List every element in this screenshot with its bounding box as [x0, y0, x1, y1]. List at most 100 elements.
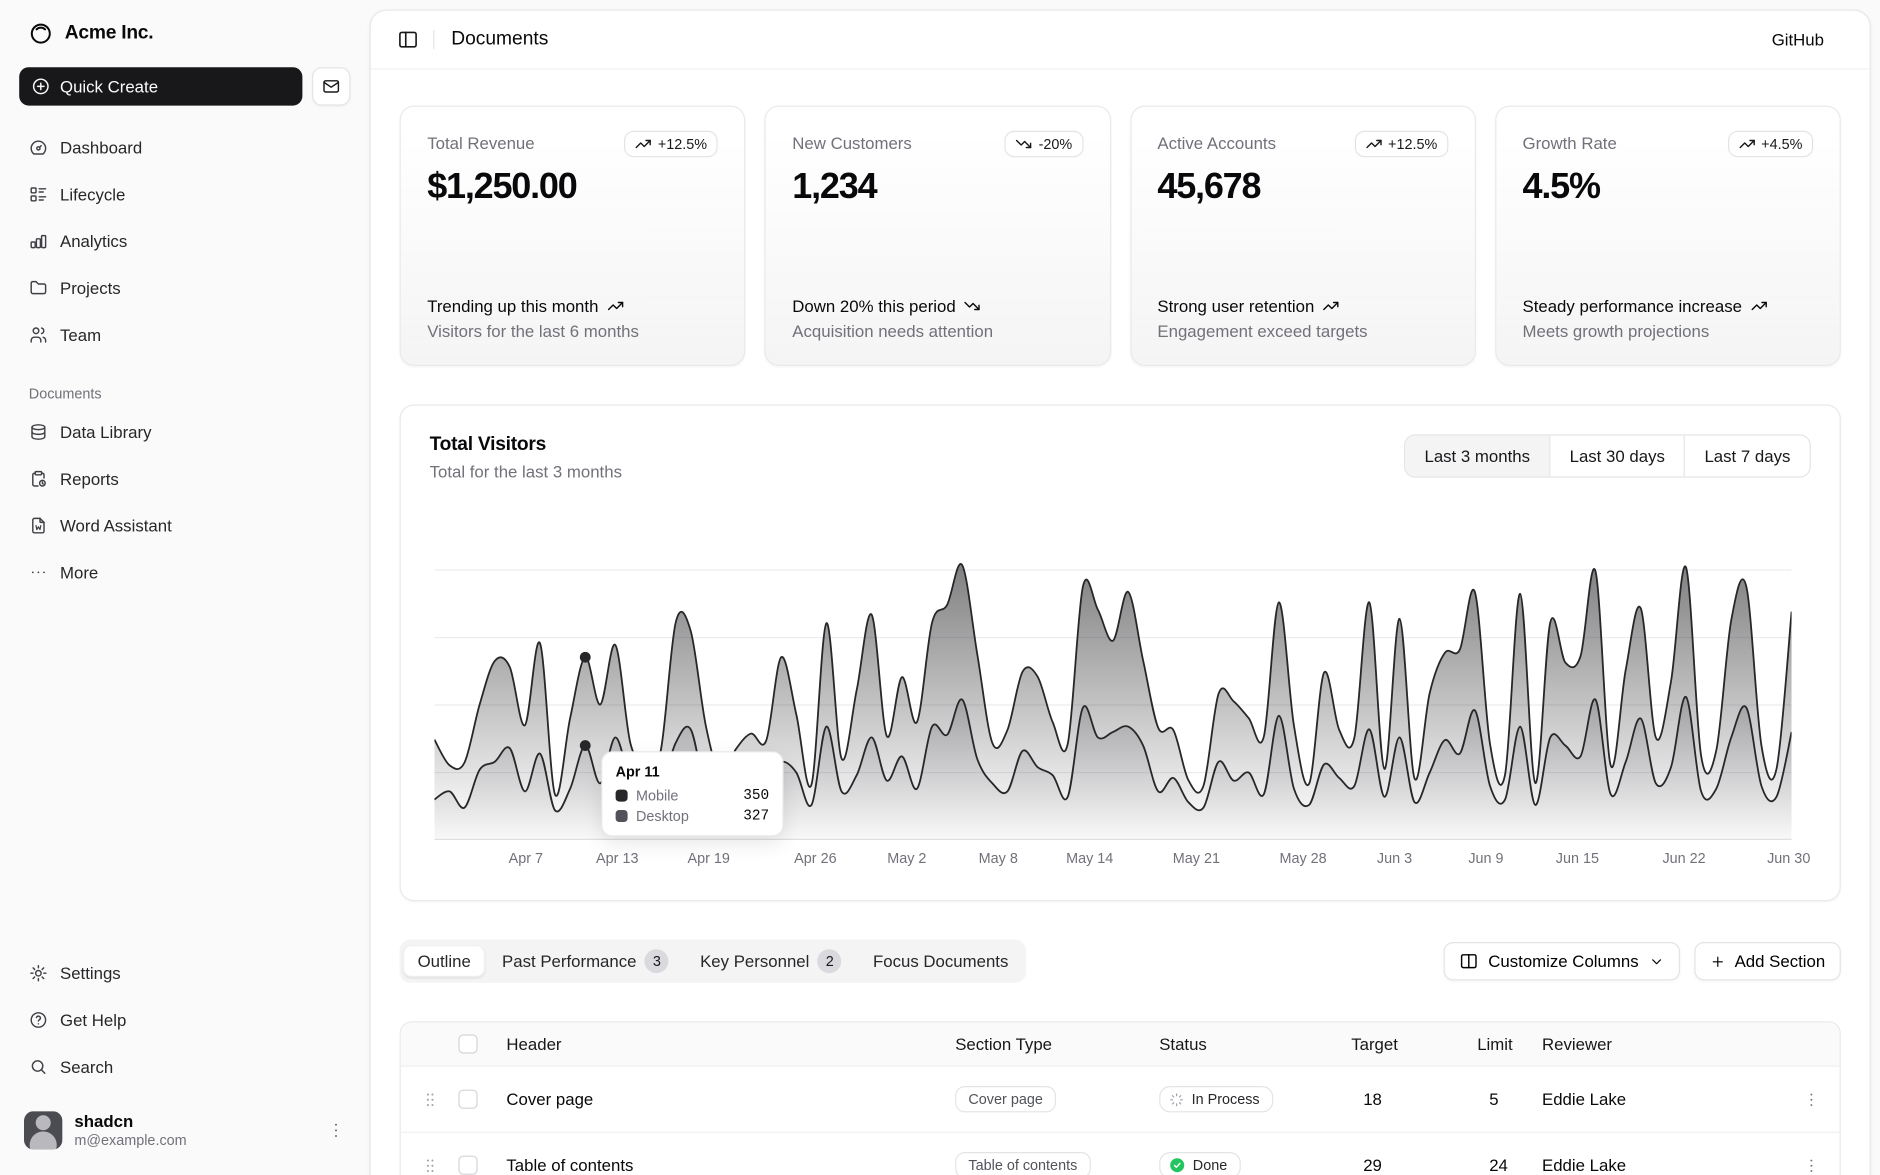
trending-down-icon: [1016, 136, 1033, 153]
sidebar-toggle-icon[interactable]: [397, 29, 419, 51]
tab-outline[interactable]: Outline: [403, 945, 486, 977]
database-icon: [29, 422, 48, 441]
tab-focus-documents[interactable]: Focus Documents: [872, 951, 1009, 971]
x-axis-tick: May 2: [887, 849, 927, 867]
table-row[interactable]: Table of contents Table of contents Done…: [400, 1131, 1840, 1175]
main-panel: Documents GitHub Total Revenue +12.5% $1…: [369, 9, 1871, 1175]
folder-icon: [29, 278, 48, 297]
x-axis-tick: Jun 3: [1376, 849, 1413, 867]
x-axis-tick: May 8: [978, 849, 1018, 867]
stat-card-total-revenue: Total Revenue +12.5% $1,250.00 Trending …: [399, 105, 746, 366]
users-icon: [29, 325, 48, 344]
drag-handle-icon[interactable]: [401, 1156, 459, 1174]
sidebar-item-team[interactable]: Team: [19, 314, 350, 354]
x-axis-tick: Jun 15: [1555, 849, 1600, 867]
list-details-icon: [29, 184, 48, 203]
trend-badge: +12.5%: [1354, 130, 1449, 158]
sidebar-nav-main: Dashboard Lifecycle Analytics Projects: [19, 127, 350, 354]
stat-value: 1,234: [792, 166, 877, 207]
trending-up-icon: [607, 298, 624, 315]
select-all-checkbox[interactable]: [458, 1034, 478, 1054]
range-option-7-days[interactable]: Last 7 days: [1684, 435, 1810, 477]
table-header-row: Header Section Type Status Target Limit …: [400, 1022, 1840, 1066]
sidebar-nav-documents: Data Library Reports Word Assistant More: [19, 412, 350, 592]
trending-up-icon: [1323, 298, 1340, 315]
inbox-button[interactable]: [312, 67, 351, 106]
range-toggle-group: Last 3 months Last 30 days Last 7 days: [1404, 434, 1811, 478]
sidebar-item-reports[interactable]: Reports: [19, 458, 350, 498]
sidebar-item-analytics[interactable]: Analytics: [19, 221, 350, 261]
row-menu-icon[interactable]: [1782, 1156, 1840, 1174]
quick-create-button[interactable]: Quick Create: [19, 67, 303, 106]
row-checkbox[interactable]: [458, 1155, 478, 1175]
drag-handle-icon[interactable]: [401, 1090, 459, 1108]
stat-card-new-customers: New Customers -20% 1,234 Down 20% this p…: [764, 105, 1111, 366]
status-badge: In Process: [1159, 1086, 1273, 1113]
area-chart[interactable]: Apr 7 Apr 13 Apr 19 Apr 26 May 2 May 8 May 14 M…: [434, 538, 1811, 872]
sidebar-section-label: Documents: [28, 385, 102, 403]
stat-card-growth-rate: Growth Rate +4.5% 4.5% Steady performanc…: [1494, 105, 1841, 366]
stat-value: 45,678: [1157, 166, 1261, 207]
stat-value: 4.5%: [1522, 166, 1601, 207]
tab-past-performance[interactable]: Past Performance 3: [488, 943, 684, 979]
sidebar-item-data-library[interactable]: Data Library: [19, 412, 350, 452]
ellipsis-icon: [29, 562, 48, 581]
tab-count-badge: 3: [644, 949, 669, 974]
range-option-3-months[interactable]: Last 3 months: [1405, 435, 1550, 477]
desktop-series-swatch: [615, 810, 628, 823]
trending-up-icon: [635, 136, 652, 153]
brand[interactable]: Acme Inc.: [19, 10, 350, 58]
brand-name: Acme Inc.: [64, 22, 154, 44]
x-axis-tick: Jun 30: [1767, 849, 1811, 867]
sidebar-item-more[interactable]: More: [19, 552, 350, 592]
file-word-icon: [29, 515, 48, 534]
sidebar-item-settings[interactable]: Settings: [19, 953, 350, 993]
customize-columns-button[interactable]: Customize Columns: [1443, 942, 1680, 981]
tab-key-personnel[interactable]: Key Personnel 2: [686, 943, 856, 979]
sidebar-item-get-help[interactable]: Get Help: [19, 1000, 350, 1040]
search-icon: [29, 1057, 48, 1076]
chart-title: Total Visitors: [429, 434, 547, 455]
target-value[interactable]: 18: [1363, 1089, 1382, 1109]
section-tabs: Outline Past Performance 3 Key Personnel 2…: [399, 939, 1027, 983]
limit-value[interactable]: 24: [1489, 1155, 1508, 1175]
row-header[interactable]: Table of contents: [506, 1155, 634, 1175]
sidebar-item-dashboard[interactable]: Dashboard: [19, 127, 350, 167]
user-name: shadcn: [74, 1110, 134, 1130]
columns-icon: [1459, 952, 1478, 971]
sections-table: Header Section Type Status Target Limit …: [399, 1021, 1841, 1175]
x-axis: Apr 7 Apr 13 Apr 19 Apr 26 May 2 May 8 May 14 M…: [434, 840, 1811, 871]
mail-icon: [322, 77, 341, 96]
row-menu-icon[interactable]: [1782, 1090, 1840, 1108]
sidebar-item-search[interactable]: Search: [19, 1047, 350, 1087]
row-checkbox[interactable]: [458, 1089, 478, 1109]
add-section-button[interactable]: Add Section: [1693, 942, 1841, 981]
target-value[interactable]: 29: [1363, 1155, 1382, 1175]
range-option-30-days[interactable]: Last 30 days: [1549, 435, 1684, 477]
sidebar-item-projects[interactable]: Projects: [19, 268, 350, 308]
user-menu[interactable]: shadcn m@example.com: [19, 1111, 350, 1150]
trending-up-icon: [1750, 298, 1767, 315]
mobile-series-swatch: [615, 789, 628, 802]
x-axis-tick: Apr 19: [687, 849, 730, 867]
avatar: [24, 1110, 63, 1150]
sidebar-item-word-assistant[interactable]: Word Assistant: [19, 505, 350, 545]
limit-value[interactable]: 5: [1489, 1089, 1499, 1109]
x-axis-tick: May 21: [1172, 849, 1221, 867]
section-type-badge: Table of contents: [955, 1152, 1091, 1175]
ellipsis-vertical-icon: [326, 1121, 345, 1140]
trending-up-icon: [1738, 136, 1755, 153]
table-row[interactable]: Cover page Cover page In Process 18 5 Ed…: [400, 1065, 1840, 1132]
sidebar-item-lifecycle[interactable]: Lifecycle: [19, 174, 350, 214]
trend-badge: +4.5%: [1727, 130, 1814, 158]
reviewer-value[interactable]: Eddie Lake: [1542, 1155, 1627, 1175]
github-link[interactable]: GitHub: [1771, 30, 1825, 50]
reviewer-value[interactable]: Eddie Lake: [1542, 1089, 1627, 1109]
header: Documents GitHub: [370, 11, 1870, 70]
row-header[interactable]: Cover page: [506, 1089, 594, 1109]
stat-card-active-accounts: Active Accounts +12.5% 45,678 Strong use…: [1129, 105, 1476, 366]
sidebar: Acme Inc. Quick Create Dashboard: [0, 0, 370, 1175]
help-circle-icon: [29, 1010, 48, 1029]
trending-down-icon: [964, 298, 981, 315]
